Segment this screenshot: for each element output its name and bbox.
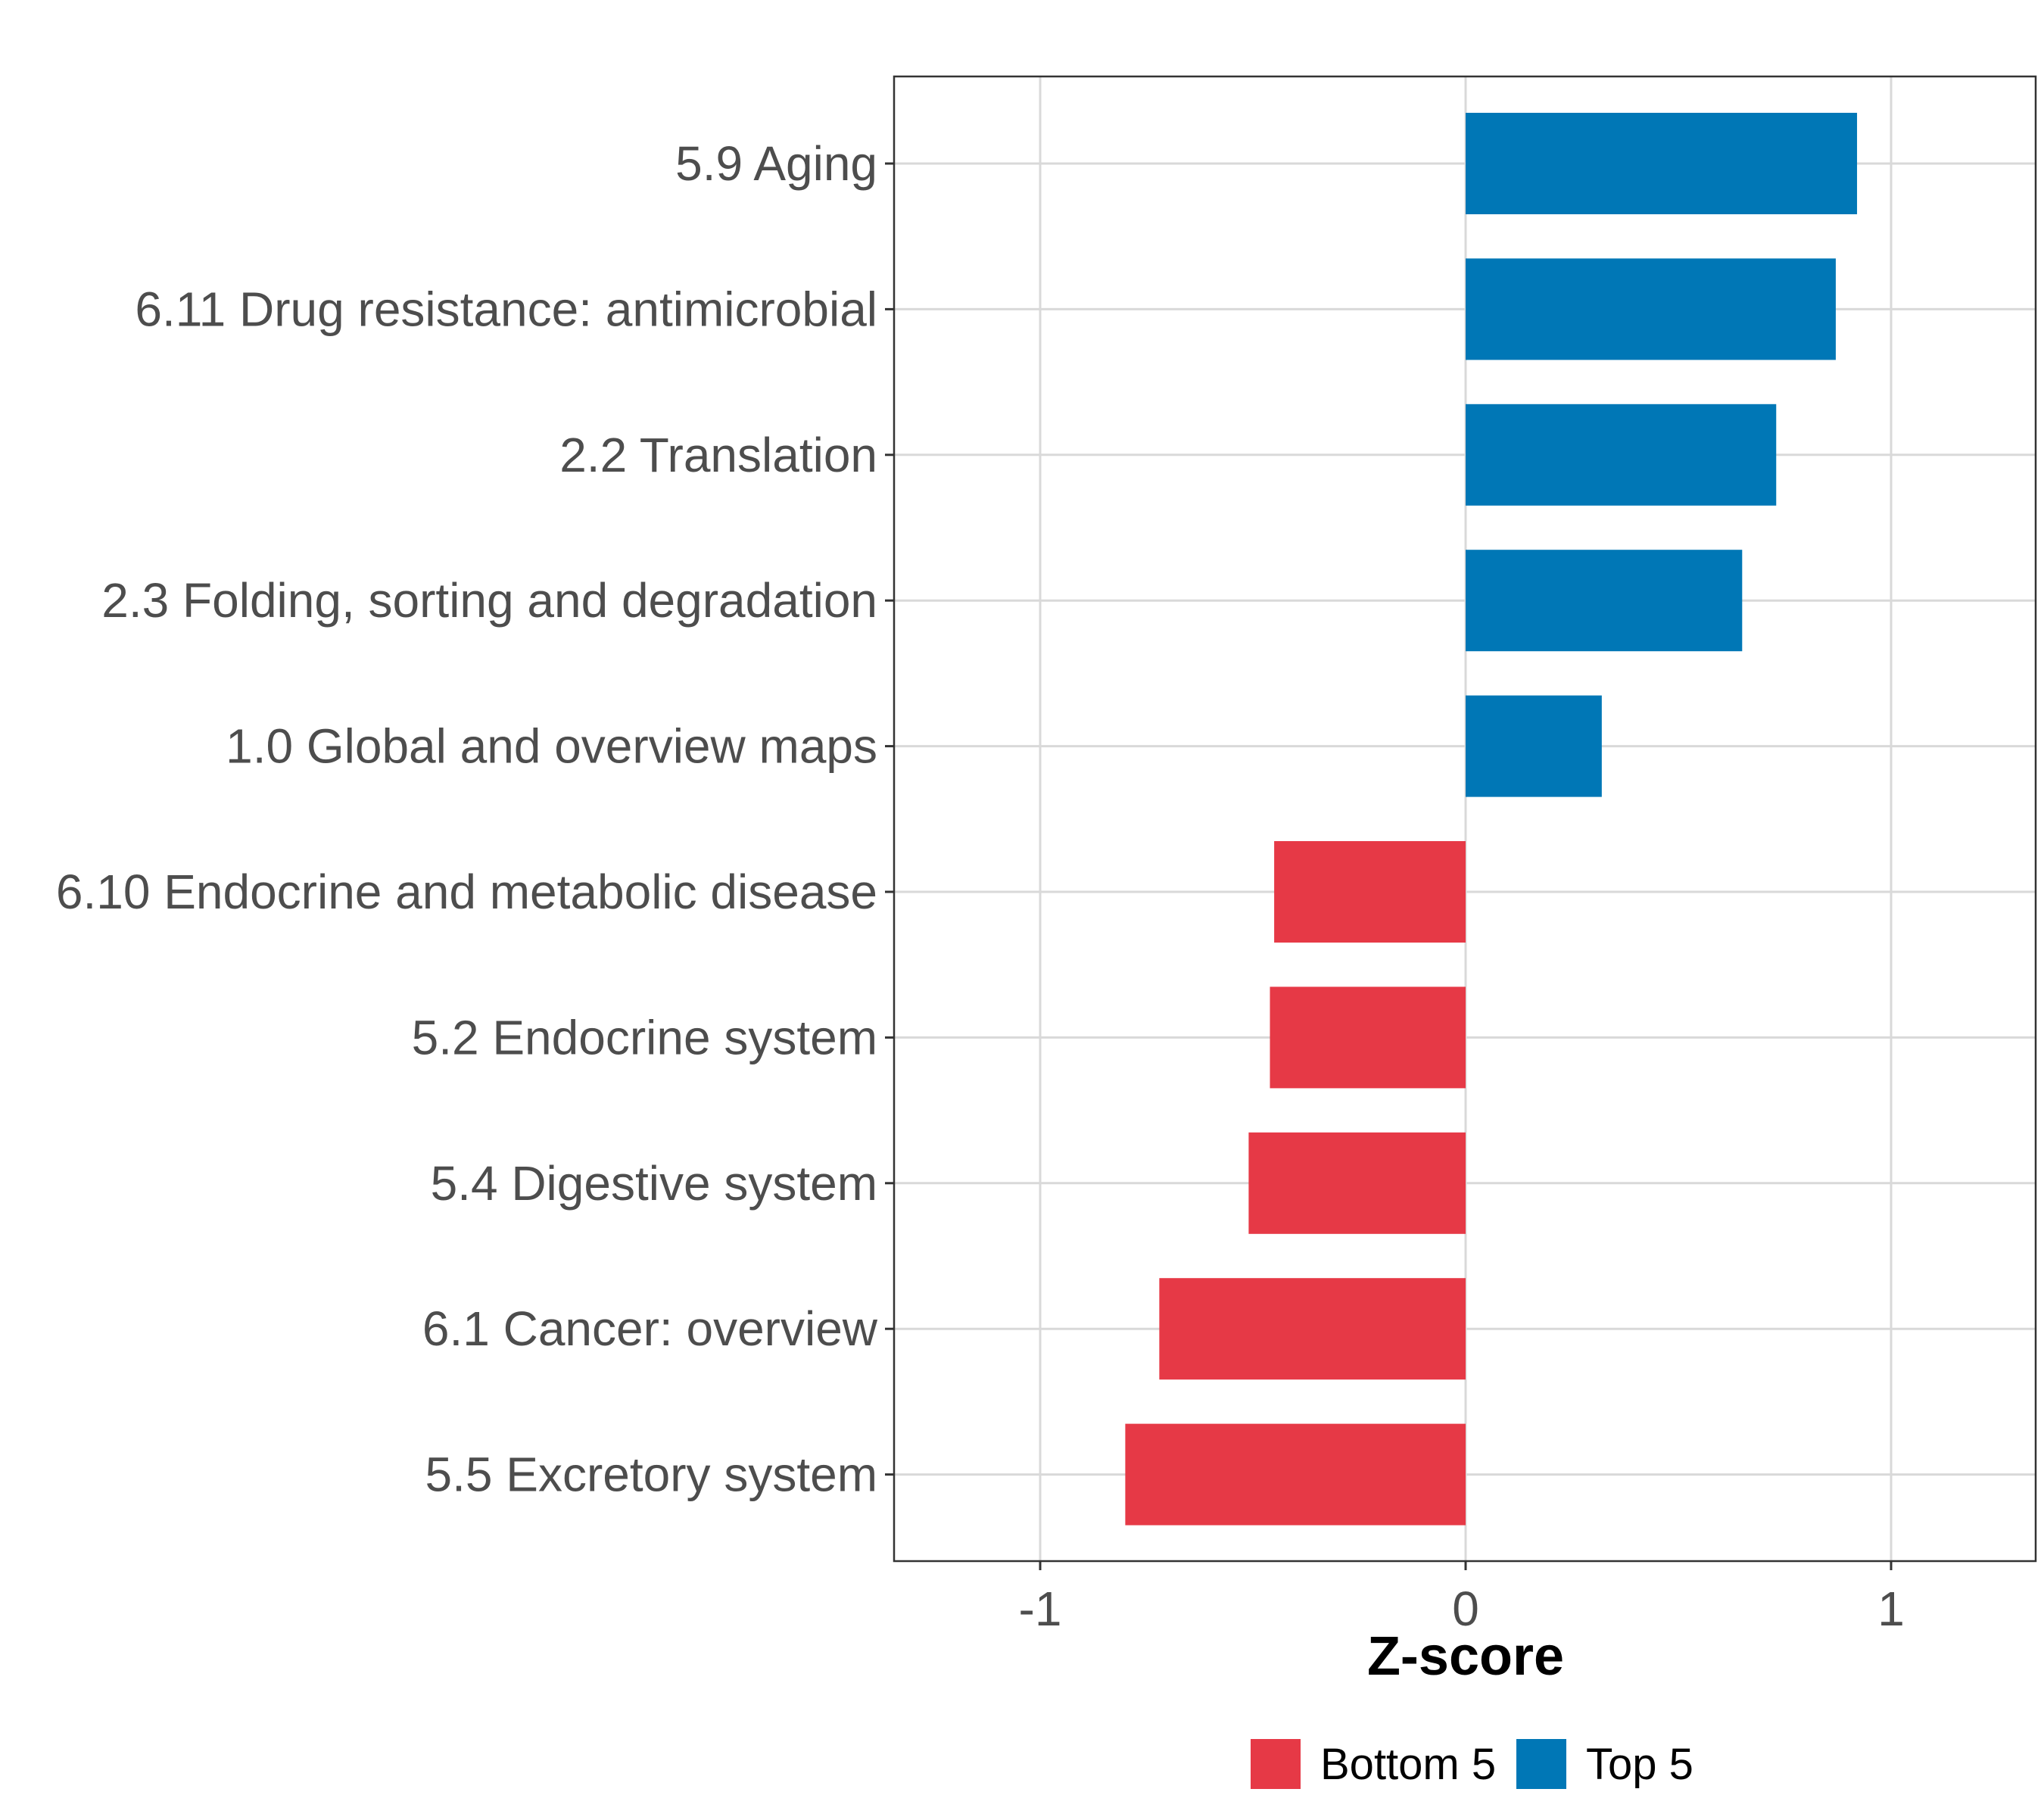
bar	[1466, 258, 1836, 360]
bar	[1274, 841, 1466, 943]
legend-label: Top 5	[1586, 1740, 1693, 1789]
bar	[1466, 113, 1858, 214]
category-label: 5.5 Excretory system	[425, 1448, 878, 1502]
category-labels: 5.9 Aging 6.11 Drug resistance: antimicro…	[56, 136, 894, 1502]
bar	[1159, 1278, 1466, 1380]
x-tick-label: -1	[1019, 1582, 1062, 1636]
bars	[1125, 113, 1858, 1526]
category-label: 2.3 Folding, sorting and degradation	[101, 573, 877, 628]
legend-key	[1516, 1739, 1566, 1789]
category-label: 6.10 Endocrine and metabolic disease	[56, 865, 877, 919]
bar	[1270, 986, 1466, 1089]
category-label: 2.2 Translation	[559, 428, 877, 482]
legend-label: Bottom 5	[1320, 1740, 1496, 1789]
bar	[1125, 1423, 1466, 1526]
bar	[1466, 550, 1743, 652]
bar	[1466, 695, 1602, 797]
x-axis-ticks: -1 0 1	[1019, 1561, 1905, 1636]
x-tick-label: 1	[1877, 1582, 1905, 1636]
bar	[1466, 404, 1777, 506]
x-tick-label: 0	[1452, 1582, 1479, 1636]
x-axis-title: Z-score	[1367, 1626, 1564, 1687]
bar	[1248, 1132, 1466, 1234]
category-label: 5.2 Endocrine system	[412, 1010, 877, 1064]
category-label: 5.4 Digestive system	[431, 1156, 877, 1211]
legend-key	[1251, 1739, 1301, 1789]
category-label: 1.0 Global and overview maps	[226, 719, 877, 774]
legend: Bottom 5 Top 5	[1251, 1739, 1693, 1789]
category-label: 6.1 Cancer: overview	[422, 1301, 878, 1356]
category-label: 5.9 Aging	[675, 136, 877, 191]
category-label: 6.11 Drug resistance: antimicrobial	[135, 282, 877, 336]
